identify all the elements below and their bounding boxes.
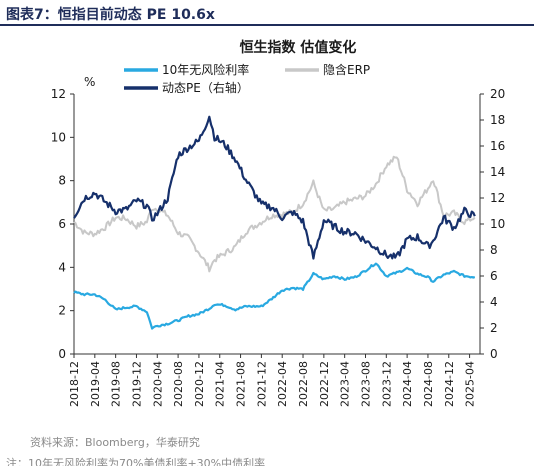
x-axis-tick-label: 2021-04: [214, 361, 227, 407]
x-axis-tick-label: 2022-04: [276, 361, 289, 407]
x-axis-tick-label: 2021-08: [235, 361, 248, 407]
x-axis-tick-label: 2025-04: [464, 361, 477, 407]
right-axis-tick-label: 8: [490, 243, 498, 257]
chart-legend: 10年无风险利率 隐含ERP 动态PE（右轴）: [124, 62, 370, 95]
x-axis-tick-label: 2024-04: [401, 361, 414, 407]
left-axis-tick-label: 2: [58, 304, 66, 318]
figure-title-text: 恒指目前动态 PE 10.6x: [57, 7, 215, 23]
x-axis-tick-label: 2020-04: [151, 361, 164, 407]
right-axis-tick-label: 14: [490, 165, 505, 179]
right-axis-tick-label: 0: [490, 347, 498, 361]
x-axis-tick-label: 2021-12: [255, 361, 268, 407]
left-axis-tick-label: 8: [58, 174, 66, 188]
legend-label: 隐含ERP: [323, 62, 370, 77]
x-axis-tick-label: 2022-08: [297, 361, 310, 407]
figure-title-rule: [0, 24, 534, 26]
right-axis-tick-label: 18: [490, 113, 505, 127]
figure-title: 图表7：恒指目前动态 PE 10.6x: [6, 4, 215, 24]
pe-valuation-chart: 恒生指数 估值变化 10年无风险利率 隐含ERP 动态PE（右轴） % 0 2 4 6 8 1…: [51, 39, 506, 407]
series-line-2: [73, 155, 476, 273]
x-axis-tick-label: 2018-12: [68, 361, 81, 407]
legend-label: 10年无风险利率: [162, 62, 249, 77]
x-axis-tick-label: 2020-12: [193, 361, 206, 407]
chart-axes: 0 2 4 6 8 10 12 0 2 4 6 8 10 12 14 16 18 20 2018-12 2019-04…: [51, 87, 506, 407]
right-axis-tick-label: 16: [490, 139, 505, 153]
right-axis-tick-label: 2: [490, 321, 498, 335]
figure-label: 图表7：: [6, 7, 58, 23]
right-axis-tick-label: 12: [490, 191, 505, 205]
x-axis-tick-label: 2019-12: [130, 361, 143, 407]
x-axis-tick-label: 2023-04: [339, 361, 352, 407]
left-axis-tick-label: 12: [51, 87, 66, 101]
chart-plot-area: [73, 115, 476, 330]
x-axis-tick-label: 2023-12: [380, 361, 393, 407]
source-note: 资料来源：Bloomberg，华泰研究: [30, 436, 200, 449]
x-axis-tick-label: 2019-04: [89, 361, 102, 407]
right-axis-tick-label: 6: [490, 269, 498, 283]
right-axis-tick-label: 20: [490, 87, 505, 101]
x-axis-tick-label: 2022-12: [318, 361, 331, 407]
legend-label: 动态PE（右轴）: [162, 80, 249, 95]
series-line-3: [73, 115, 476, 260]
x-axis-tick-label: 2023-08: [359, 361, 372, 407]
series-line-1: [73, 262, 476, 330]
right-axis-tick-label: 10: [490, 217, 505, 231]
x-axis-tick-label: 2024-08: [422, 361, 435, 407]
chart-title: 恒生指数 估值变化: [240, 39, 357, 56]
x-axis-tick-label: 2024-12: [443, 361, 456, 407]
x-axis-tick-label: 2019-08: [110, 361, 123, 407]
x-axis-tick-label: 2020-08: [172, 361, 185, 407]
left-axis-unit-label: %: [84, 75, 95, 89]
left-axis-tick-label: 6: [58, 217, 66, 231]
left-axis-tick-label: 10: [51, 130, 66, 144]
left-axis-tick-label: 4: [58, 260, 66, 274]
right-axis-tick-label: 4: [490, 295, 498, 309]
footnote: 注：10年无风险利率为70%美债利率+30%中债利率: [6, 457, 266, 466]
left-axis-tick-label: 0: [58, 347, 66, 361]
